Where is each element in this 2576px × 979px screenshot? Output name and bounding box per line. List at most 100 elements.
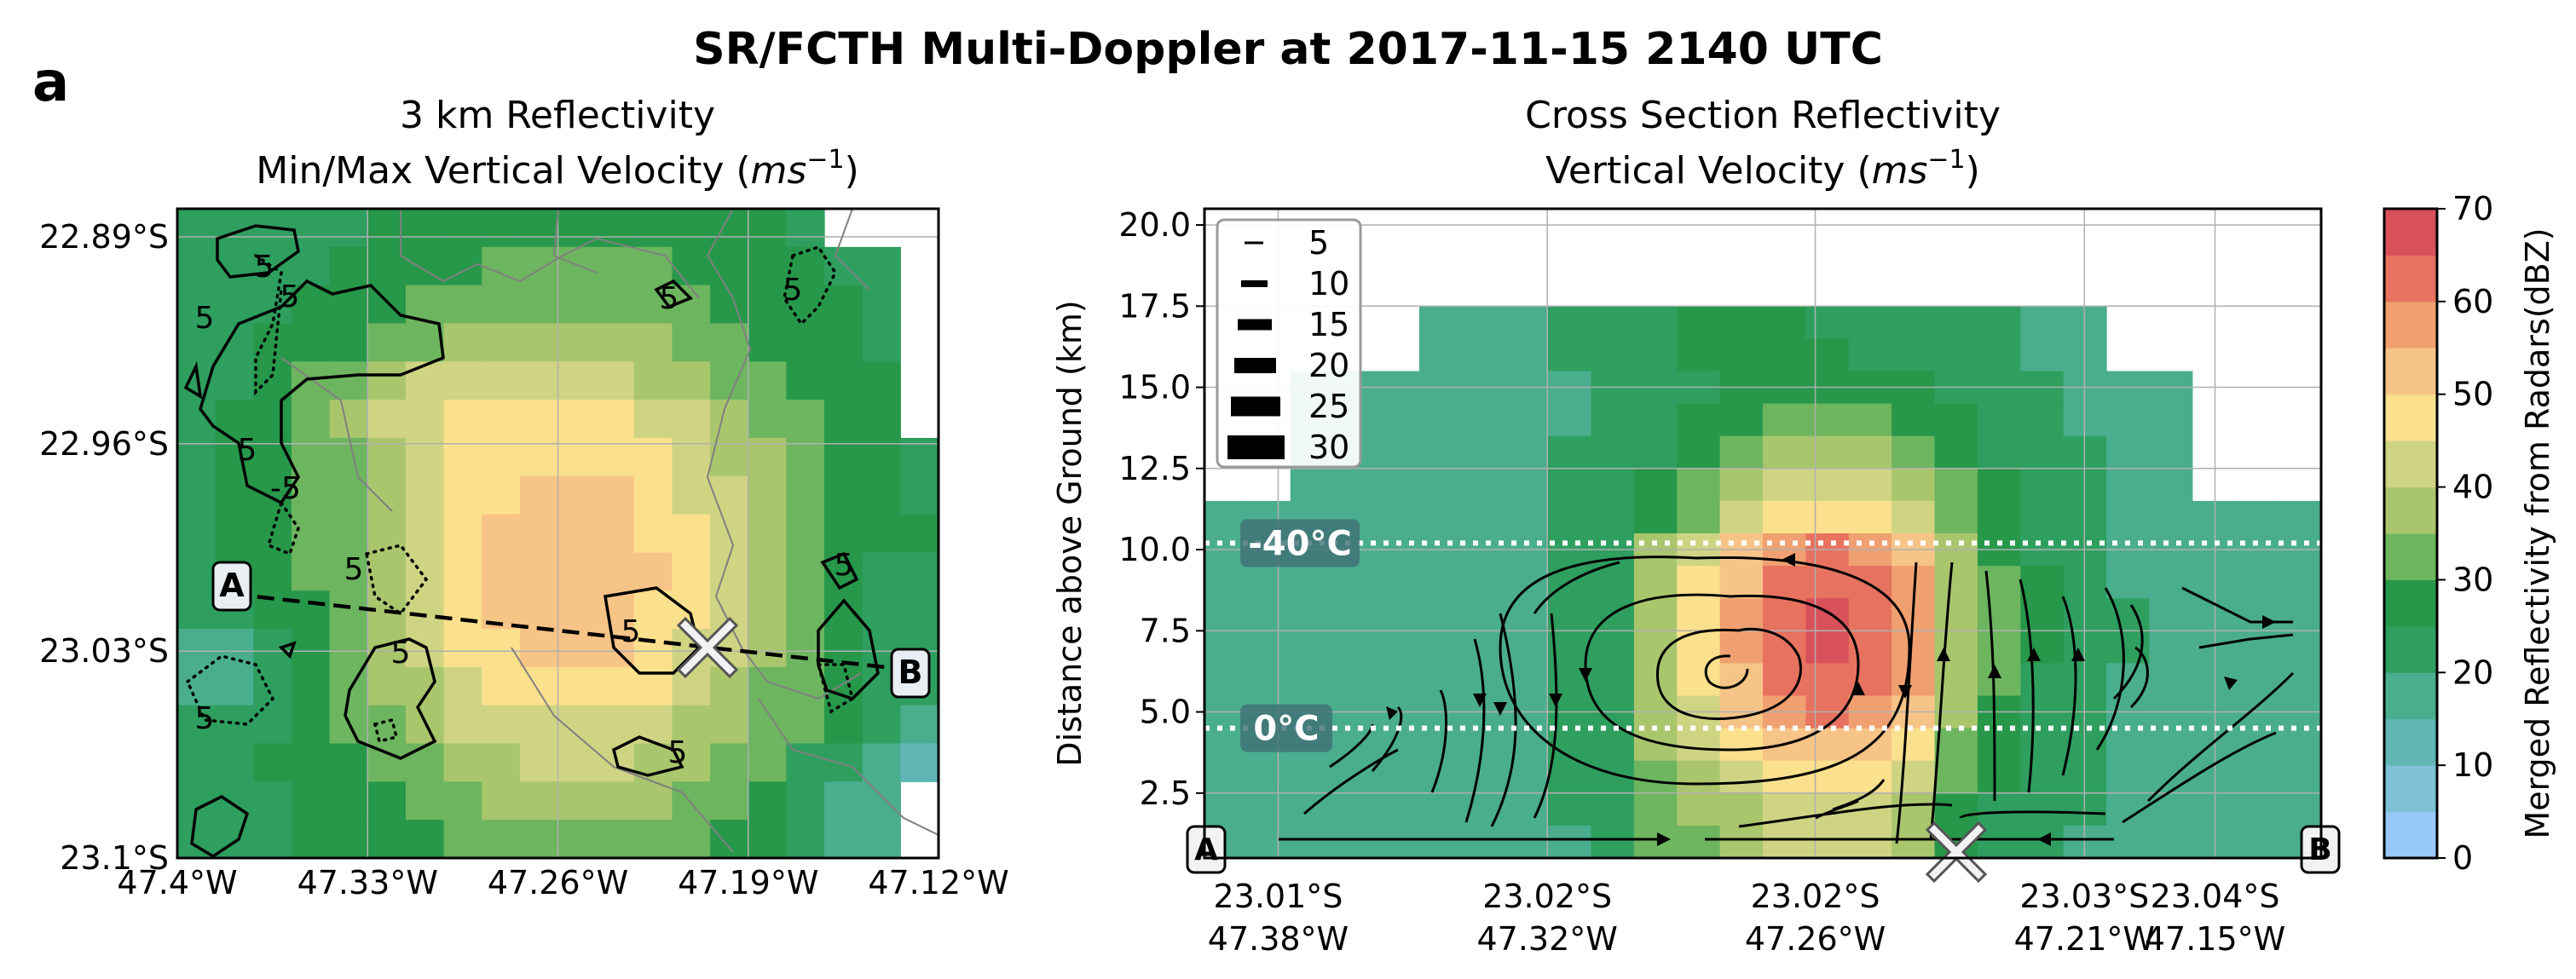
map-reflectivity-cell [596,705,635,745]
map-reflectivity-cell [482,209,521,248]
colorbar-tick-label: 20 [2452,654,2493,691]
xs-reflectivity-cell [1848,338,1892,372]
map-reflectivity-cell [557,552,597,591]
map-reflectivity-cell [748,400,787,439]
map-reflectivity-cell [633,361,673,400]
map-reflectivity-cell [557,514,597,554]
map-reflectivity-cell [367,437,407,477]
xs-reflectivity-cell [2278,566,2321,599]
xs-reflectivity-cell [1376,825,1420,858]
xs-reflectivity-cell [1848,468,1892,502]
map-reflectivity-cell [596,514,635,554]
map-reflectivity-cell [405,361,445,400]
xs-reflectivity-cell [1418,792,1463,826]
downdraft-contour [254,254,283,396]
downdraft-contour [185,654,275,726]
arrow-icon [2262,615,2276,629]
map-reflectivity-cell [824,246,863,286]
xs-reflectivity-cell [1677,598,1721,631]
map-reflectivity-cell [596,781,635,821]
map-reflectivity-cell [824,743,863,782]
xs-reflectivity-cell [1892,403,1936,437]
xs-reflectivity-cell [2020,825,2065,858]
map-reflectivity-cell [710,246,749,286]
xs-reflectivity-cell [1719,566,1764,599]
legend-label: 15 [1308,306,1349,343]
xs-reflectivity-cell [1462,468,1506,502]
legend-label: 20 [1308,347,1349,384]
xs-reflectivity-cell [1805,825,1850,858]
xs-reflectivity-cell [1977,566,2021,599]
map-reflectivity-cell [215,361,254,400]
map-reflectivity-cell [482,820,521,858]
map-reflectivity-cell [177,590,217,630]
xs-reflectivity-cell [1333,825,1378,858]
map-reflectivity-cell [862,323,901,362]
xs-reflectivity-cell [2149,663,2193,697]
xs-reflectivity-cell [1677,825,1721,858]
xs-reflectivity-cell [1977,792,2021,826]
xs-reflectivity-cell [1376,435,1420,469]
streamline [2146,671,2295,803]
map-reflectivity-cell [253,552,292,591]
xs-reflectivity-cell [1290,663,1334,697]
map-reflectivity-cell [633,437,673,477]
map-reflectivity-cell [253,400,292,439]
xs-reflectivity-cell [2106,403,2151,437]
map-reflectivity-cell [900,552,939,591]
xs-reflectivity-cell [1591,825,1635,858]
xs-reflectivity-cell [1805,306,1850,339]
xs-reflectivity-cell [1376,760,1420,794]
legend-line-sample [1234,358,1276,373]
map-axes: 47.4°W 47.33°W 47.26°W 47.19°W 47.12°W 22.89°… [39,218,1009,901]
xs-reflectivity-cell [2063,566,2107,599]
map-reflectivity-cell [557,323,597,362]
map-reflectivity-cell [291,437,331,477]
xs-reflectivity-cell [1333,566,1378,599]
xs-reflectivity-cell [1719,435,1764,469]
xs-reflectivity-cell [2149,403,2193,437]
xs-reflectivity-cell [1548,468,1592,502]
xs-reflectivity-cell [2235,760,2279,794]
xs-reflectivity-cell [2149,500,2193,534]
map-reflectivity-cell [862,590,901,630]
xs-reflectivity-cell [1548,403,1592,437]
colorbar-swatch [2384,487,2437,534]
xs-reflectivity-cell [2235,598,2279,631]
xs-reflectivity-cell [1204,566,1248,599]
map-reflectivity-cell [786,552,825,591]
xs-reflectivity-cell [1290,566,1334,599]
map-reflectivity-cell [367,514,407,554]
map-reflectivity-cell [748,629,787,668]
legend-entries: 510 15 20 25 30 [1227,224,1349,466]
xs-reflectivity-cell [1418,566,1463,599]
map-reflectivity-cell [786,400,825,439]
map-reflectivity-cell [291,743,331,782]
map-y-tick-label: 23.1°S [60,839,169,877]
map-reflectivity-cell [710,820,749,858]
xs-reflectivity-cell [1719,403,1764,437]
map-reflectivity-cell [482,475,521,515]
map-reflectivity-cell [253,705,292,745]
map-reflectivity-cell [443,666,482,706]
streamline [2112,604,2144,700]
map-reflectivity-cell [824,285,863,325]
map-reflectivity-cell [824,820,863,858]
streamline [1655,627,1802,721]
colorbar-tick-label: 70 [2452,190,2493,227]
map-reflectivity-cell [253,437,292,477]
map-reflectivity-cell [443,743,482,782]
map-reflectivity-cell [291,475,331,515]
contour-value-label: 5 [195,701,215,736]
map-reflectivity-cell [633,209,673,248]
legend-line-sample [1231,396,1280,417]
xs-reflectivity-cell [1591,631,1635,664]
arrow-icon [1473,694,1487,707]
map-reflectivity-cell [672,781,711,821]
xs-x-tick-lat: 23.04°S [2151,878,2280,915]
xs-y-tick-label: 7.5 [1140,612,1191,649]
map-reflectivity-cell [748,552,787,591]
xs-reflectivity-cell [1204,792,1248,826]
map-reflectivity-cell [633,629,673,668]
